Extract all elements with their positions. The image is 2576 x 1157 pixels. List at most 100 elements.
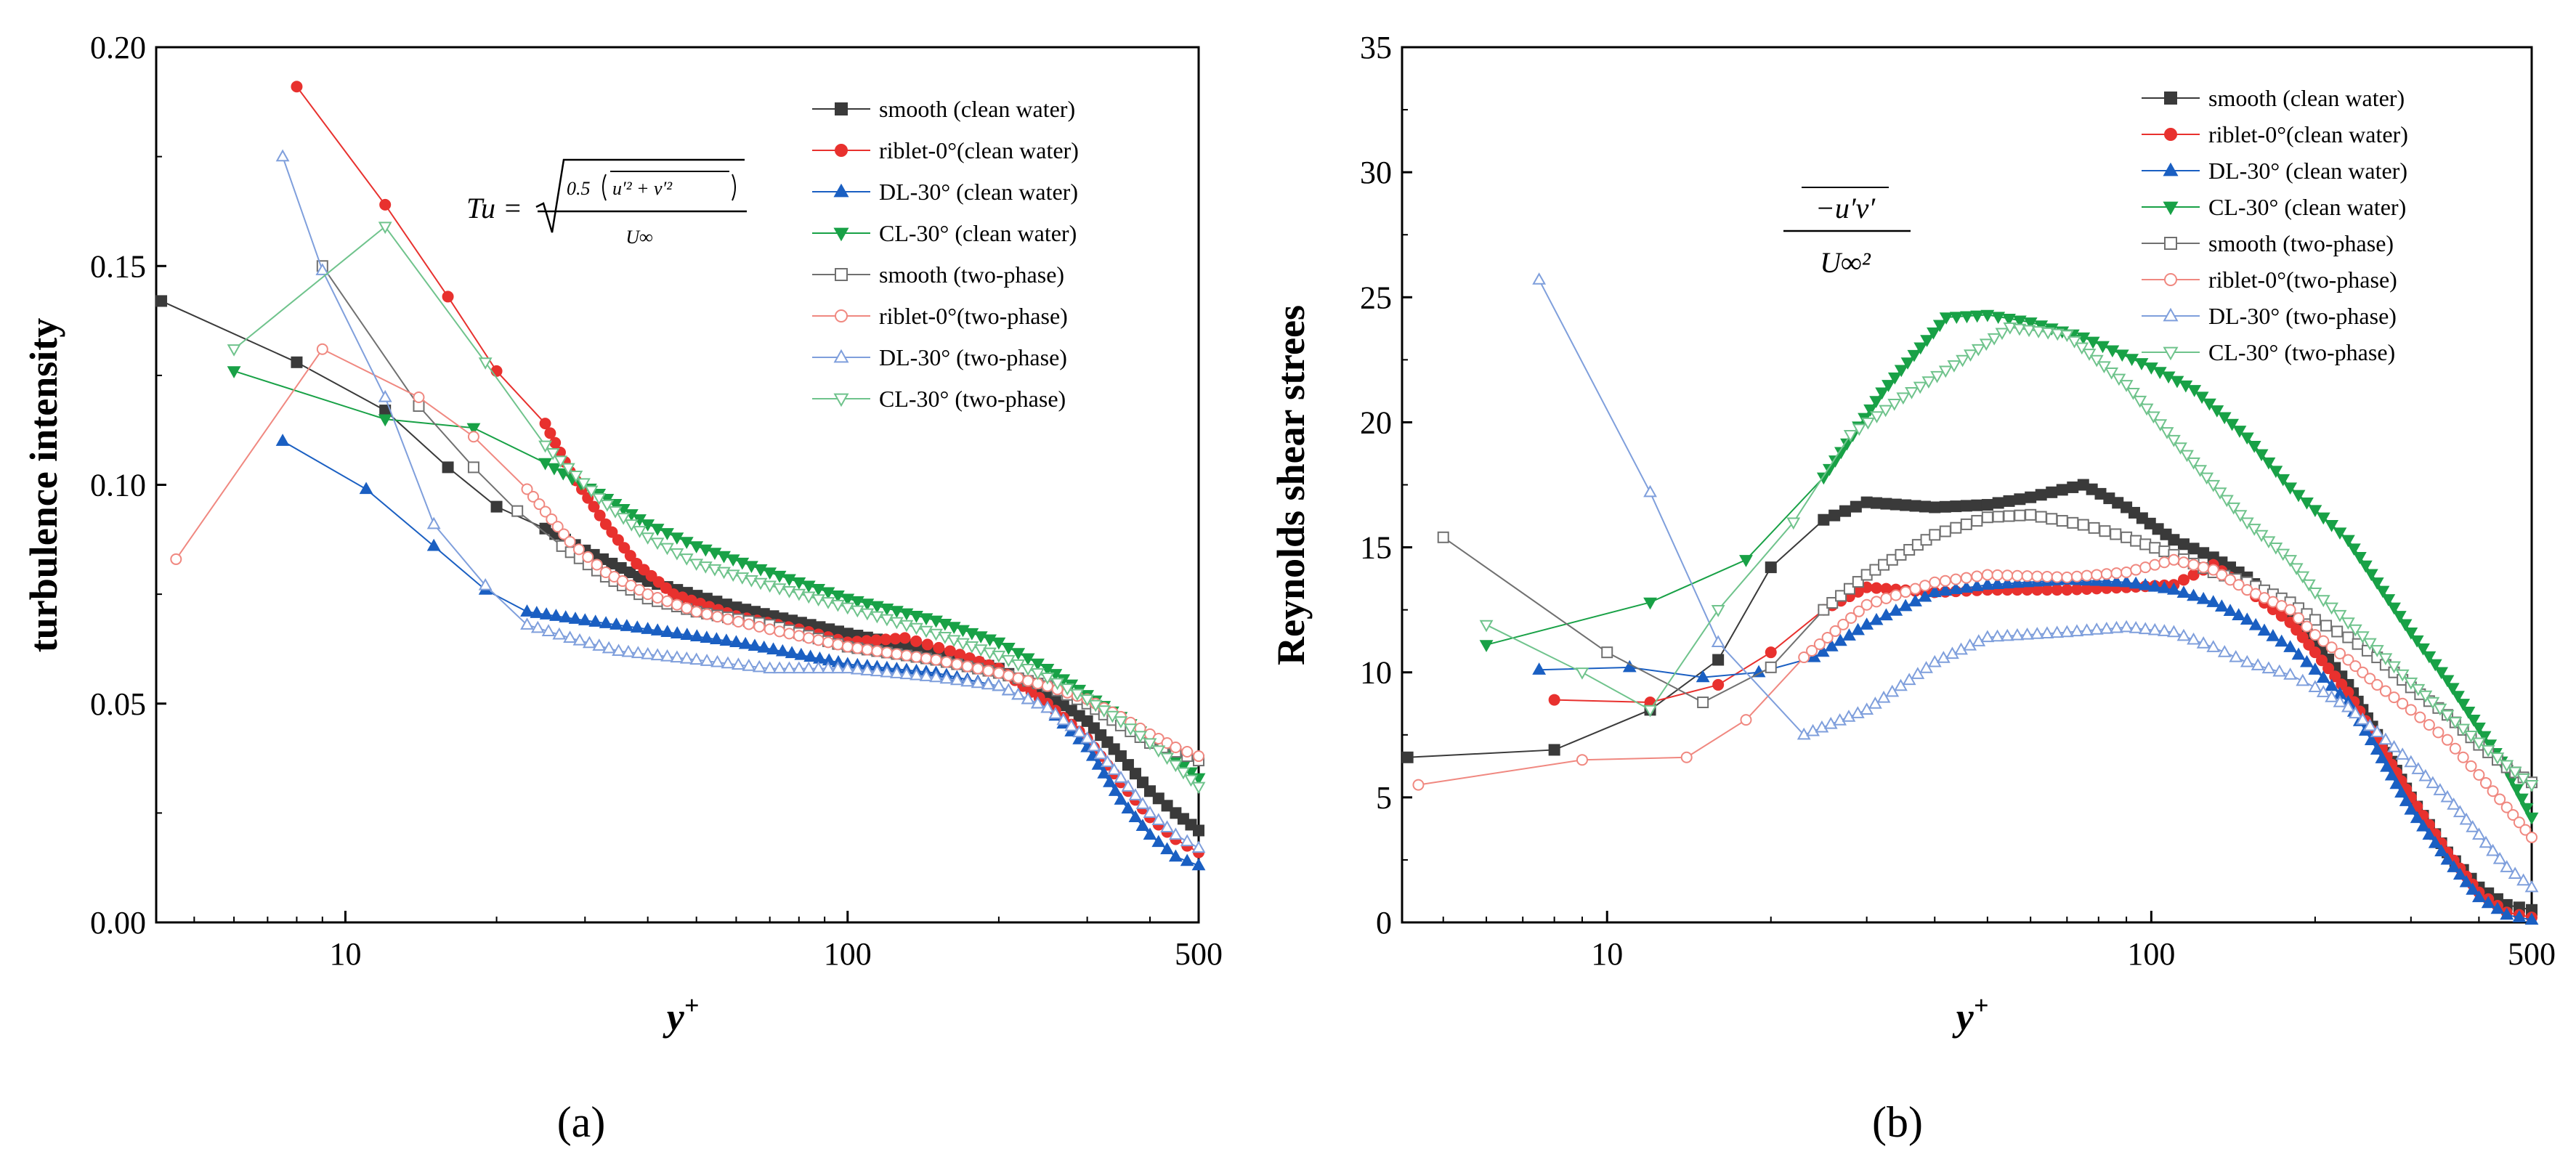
chart-b-data-point bbox=[2296, 571, 2310, 584]
chart-a-data-point bbox=[735, 557, 750, 570]
chart-b-data-point bbox=[1813, 638, 1826, 650]
chart-a-data-point bbox=[910, 610, 923, 623]
chart-a-data-point bbox=[919, 625, 933, 638]
chart-a-data-point bbox=[1135, 819, 1150, 832]
chart-b-legend-label: DL-30° (clean water) bbox=[2208, 158, 2407, 184]
chart-b-data-point bbox=[1869, 612, 1884, 625]
chart-b-data-point bbox=[1887, 372, 1902, 385]
chart-a-data-point bbox=[801, 591, 816, 604]
chart-a-legend-marker bbox=[833, 393, 849, 407]
chart-b-data-point bbox=[2088, 521, 2100, 534]
chart-b-legend: smooth (clean water) riblet-0°(clean wate… bbox=[2142, 85, 2408, 365]
chart-a-data-point bbox=[880, 603, 894, 616]
chart-a-ytick-label: 0.20 bbox=[90, 30, 146, 65]
chart-b-data-point bbox=[2091, 569, 2103, 581]
chart-a-data-point bbox=[982, 665, 995, 677]
chart-b-data-point bbox=[2030, 627, 2044, 639]
chart-b-data-point bbox=[2023, 317, 2038, 330]
chart-a-data-point bbox=[1031, 667, 1045, 681]
chart-b-data-point bbox=[1948, 582, 1963, 595]
chart-b-data-point bbox=[2003, 495, 2015, 507]
chart-b-data-point bbox=[2283, 667, 2298, 680]
chart-a-data-point bbox=[1080, 731, 1095, 744]
chart-b-data-point bbox=[2272, 664, 2287, 677]
chart-b-data-point bbox=[1964, 349, 1977, 362]
chart-b-data-point bbox=[2276, 474, 2291, 487]
chart-a-data-point bbox=[803, 649, 818, 662]
formula-a-radicand-terms: u′² + v′² bbox=[612, 178, 673, 199]
chart-b-data-point bbox=[2519, 803, 2534, 816]
chart-b-data-point bbox=[2240, 432, 2254, 445]
chart-a-xtick-label: 10 bbox=[329, 936, 361, 972]
chart-b-data-point bbox=[2149, 559, 2161, 571]
chart-a-legend-label: riblet-0°(two-phase) bbox=[879, 303, 1068, 329]
chart-b-data-point bbox=[1919, 661, 1933, 673]
chart-b-data-point bbox=[2341, 617, 2355, 630]
chart-b-legend-entry: riblet-0°(clean water) bbox=[2142, 121, 2408, 147]
chart-a-series-cl-30-clean-water bbox=[227, 366, 1206, 786]
chart-b-data-point bbox=[2300, 498, 2314, 510]
chart-b-data-point bbox=[2370, 725, 2384, 737]
chart-b-data-point bbox=[1936, 651, 1951, 663]
chart-b-data-point bbox=[2061, 571, 2073, 583]
chart-b-series-line bbox=[1486, 326, 2532, 786]
chart-b-data-point bbox=[2269, 466, 2283, 479]
chart-b-data-point bbox=[2130, 535, 2142, 547]
chart-b-data-point bbox=[2261, 661, 2276, 674]
chart-a-data-point bbox=[701, 608, 713, 620]
chart-b-data-point bbox=[2316, 512, 2330, 525]
formula-a-denominator: U∞ bbox=[625, 227, 652, 248]
chart-a-data-point bbox=[783, 628, 795, 640]
chart-b-data-point bbox=[1575, 667, 1589, 680]
chart-b-data-point bbox=[1880, 498, 1892, 510]
chart-b-data-point bbox=[2149, 542, 2161, 554]
chart-b-data-point bbox=[2471, 827, 2486, 840]
chart-b-data-point bbox=[1850, 500, 1862, 513]
chart-b-data-point bbox=[1806, 723, 1820, 736]
chart-a-data-point bbox=[745, 561, 758, 574]
chart-b-data-point bbox=[2138, 622, 2152, 635]
chart-a-data-point bbox=[660, 528, 674, 540]
chart-a-data-point bbox=[782, 574, 796, 587]
chart-b-data-point bbox=[2187, 559, 2200, 571]
chart-b-data-point bbox=[1987, 333, 2001, 346]
chart-b-data-point bbox=[2251, 658, 2265, 670]
chart-a-data-point bbox=[616, 513, 631, 525]
chart-b-data-point bbox=[2001, 569, 2014, 582]
chart-a-data-point bbox=[467, 461, 479, 474]
chart-b-data-point bbox=[2500, 801, 2513, 813]
chart-a-data-point bbox=[650, 623, 665, 636]
chart-b-data-point bbox=[2119, 620, 2134, 633]
chart-a-data-point bbox=[871, 645, 883, 657]
chart-b-data-point bbox=[1601, 646, 1613, 659]
chart-b-data-point bbox=[2352, 552, 2367, 564]
chart-a-data-point bbox=[711, 611, 724, 623]
chart-b-data-point bbox=[2283, 555, 2298, 567]
chart-b-data-point bbox=[1739, 555, 1753, 567]
chart-a-data-point bbox=[1050, 678, 1064, 691]
chart-a-data-point bbox=[717, 551, 731, 564]
chart-a-data-point bbox=[1021, 691, 1035, 705]
chart-b-data-point bbox=[2355, 713, 2370, 725]
chart-b-data-point bbox=[2371, 678, 2383, 691]
chart-b-data-point bbox=[2387, 661, 2401, 674]
chart-b-data-point bbox=[2283, 482, 2298, 495]
chart-b-data-point bbox=[2440, 852, 2455, 865]
chart-a-data-point bbox=[558, 528, 570, 540]
chart-a-data-point bbox=[775, 644, 790, 657]
chart-b-data-point bbox=[2447, 797, 2461, 810]
chart-b-data-point bbox=[1712, 654, 1725, 666]
chart-a-data-point bbox=[880, 646, 893, 659]
chart-b-data-point bbox=[1879, 405, 1893, 418]
chart-b-data-point bbox=[2448, 717, 2463, 729]
chart-a-panel-label: (a) bbox=[557, 1098, 606, 1146]
chart-b-data-point bbox=[1950, 521, 1962, 534]
chart-b-data-point bbox=[2110, 567, 2123, 580]
chart-b-data-point bbox=[1927, 585, 1942, 598]
chart-a-data-point bbox=[549, 609, 563, 621]
chart-a-data-point bbox=[1087, 739, 1101, 752]
chart-a-data-point bbox=[1136, 776, 1149, 789]
chart-a-data-point bbox=[679, 537, 694, 549]
chart-b-data-point bbox=[2254, 449, 2269, 462]
chart-b-data-point bbox=[2138, 577, 2152, 590]
